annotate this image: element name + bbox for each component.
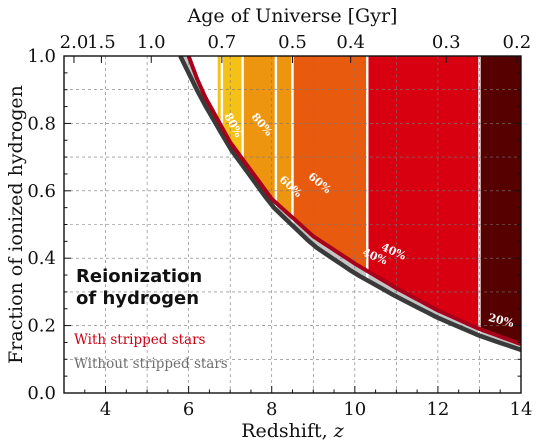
top-axis-title: Age of Universe [Gyr] (187, 5, 398, 27)
top-tick-label: 1.0 (137, 32, 166, 53)
annotation-title-line2: of hydrogen (76, 288, 199, 309)
top-tick-label: 0.7 (208, 32, 237, 53)
top-tick-label: 0.3 (432, 32, 461, 53)
x-tick-label: 8 (266, 399, 277, 420)
y-tick-label: 0.2 (27, 316, 56, 337)
x-tick-label: 4 (100, 399, 111, 420)
ionization-band-4 (367, 56, 480, 329)
curves-layer (178, 56, 521, 353)
ionization-band-2 (242, 56, 293, 218)
ticks-layer: 4 6 8 10 12 140.00.20.40.60.81.02.01.5 1.0 0.7 0… (27, 32, 532, 420)
grid-layer (64, 56, 521, 393)
y-tick-label: 0.6 (27, 181, 56, 202)
x-axis-title-text: Redshift, (241, 420, 334, 442)
x-tick-label: 12 (426, 399, 449, 420)
y-tick-label: 0.0 (27, 383, 56, 404)
legend-entry-with-stripped-stars: With stripped stars (74, 332, 206, 348)
top-tick-label: 2.0 (60, 32, 89, 53)
y-tick-label: 1.0 (27, 46, 56, 67)
y-tick-label: 0.4 (27, 248, 56, 269)
x-axis-title: Redshift, z (241, 420, 345, 442)
fill-layer (180, 56, 521, 350)
top-tick-label: 0.2 (503, 32, 532, 53)
top-tick-label: 1.5 (87, 32, 116, 53)
curve-without-stripped-stars (178, 56, 521, 353)
x-axis-title-variable: z (333, 420, 345, 442)
x-tick-label: 6 (183, 399, 194, 420)
ionization-band-3 (292, 56, 368, 271)
x-tick-label: 10 (343, 399, 366, 420)
legend-entry-without-stripped-stars: Without stripped stars (74, 356, 228, 372)
y-tick-label: 0.8 (27, 113, 56, 134)
top-tick-label: 0.4 (336, 32, 365, 53)
percent-label: 20% (487, 311, 516, 330)
annotation-title-line1: Reionization (76, 266, 202, 287)
x-tick-label: 14 (510, 399, 533, 420)
top-tick-label: 0.5 (278, 32, 307, 53)
y-axis-title: Fraction of ionized hydrogen (5, 85, 27, 364)
curve-with-stripped-stars (186, 56, 521, 346)
ionization-band-1 (217, 56, 243, 160)
ionization-band-5 (479, 56, 521, 345)
